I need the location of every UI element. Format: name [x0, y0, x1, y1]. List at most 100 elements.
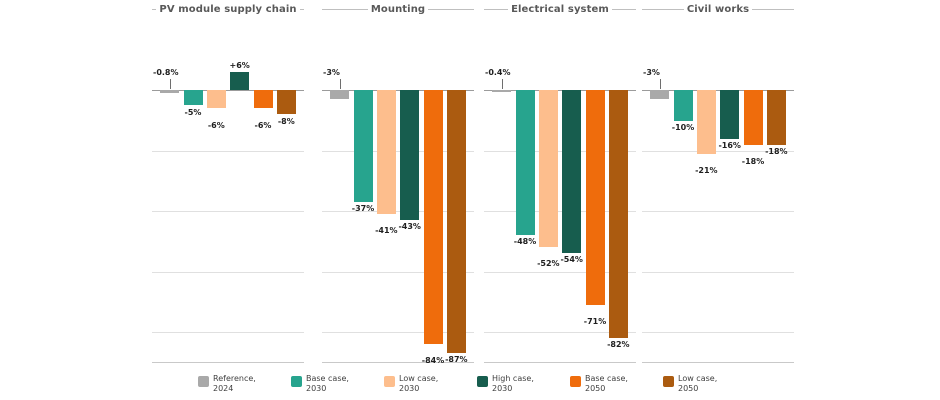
legend-label: Base case, 2030 [306, 374, 349, 394]
bar-value-label: -41% [375, 226, 398, 236]
gridline [642, 331, 794, 333]
bar-value-label: -18% [741, 156, 765, 166]
bar-series-5 [276, 90, 296, 115]
legend-item-5: Low case, 2050 [663, 374, 717, 394]
bar-series-1 [183, 90, 203, 106]
bar-value-label: -0.4% [485, 68, 511, 78]
bar-series-2 [206, 90, 226, 109]
bar-series-2 [376, 90, 396, 215]
legend-swatch [570, 376, 581, 387]
legend-swatch [663, 376, 674, 387]
bar-series-0 [492, 90, 512, 92]
legend-label-line2: 2030 [399, 384, 420, 393]
bar-value-label: -8% [277, 116, 295, 126]
legend-item-0: Reference, 2024 [198, 374, 256, 394]
gridline [484, 150, 636, 152]
legend-label-line2: 2030 [492, 384, 513, 393]
bar-value-label: -54% [560, 255, 583, 265]
legend-item-3: High case, 2030 [477, 374, 534, 394]
panel-header: Civil works [642, 2, 794, 16]
bar-value-label: -3% [323, 68, 340, 78]
bar-value-label: +6% [229, 61, 250, 71]
legend-label: Low case, 2030 [399, 374, 438, 394]
bar-series-4 [423, 90, 443, 344]
legend-label-line2: 2024 [213, 384, 234, 393]
bar-value-label: -6% [254, 120, 272, 130]
bar-series-4 [253, 90, 273, 109]
legend-label: Reference, 2024 [213, 374, 256, 394]
panel-mounting: -3% -37% -41% -43% -84% -87% [322, 30, 474, 365]
gridline [322, 271, 474, 273]
panel-civil-works: -3% -10% -21% -16% -18% -18% [642, 30, 794, 363]
gridline [484, 331, 636, 333]
bar-series-1 [673, 90, 693, 121]
legend-swatch [198, 376, 209, 387]
bar-value-label: -5% [184, 107, 202, 117]
bar-value-label: -18% [765, 146, 788, 156]
title-rule [752, 8, 794, 10]
gridline [152, 271, 304, 273]
panel-header: Electrical system [484, 2, 636, 16]
panel-title-civil-works: Civil works [686, 3, 750, 15]
leader-line [501, 79, 503, 90]
bar-series-0 [650, 90, 670, 100]
bar-series-2 [696, 90, 716, 154]
legend-item-4: Base case, 2050 [570, 374, 628, 394]
bar-value-label: -87% [445, 354, 468, 364]
title-rule [299, 8, 305, 10]
bar-series-3 [562, 90, 582, 254]
legend-label: Low case, 2050 [678, 374, 717, 394]
title-rule [428, 8, 475, 10]
bar-value-label: -84% [421, 355, 445, 365]
legend-label-line1: Base case, [585, 374, 628, 383]
bar-series-1 [353, 90, 373, 203]
bar-value-label: -43% [398, 222, 421, 232]
gridline [642, 211, 794, 213]
zero-line [484, 90, 636, 92]
gridline [322, 211, 474, 213]
legend-label-line1: Reference, [213, 374, 256, 383]
leader-line [169, 79, 171, 90]
legend-swatch [477, 376, 488, 387]
title-rule [611, 8, 636, 10]
bar-value-label: -10% [671, 122, 695, 132]
panel-title-mounting: Mounting [370, 3, 426, 15]
legend-label-line2: 2050 [678, 384, 699, 393]
bar-series-3 [400, 90, 420, 221]
bar-series-3 [230, 72, 250, 91]
bar-series-1 [515, 90, 535, 236]
title-rule [484, 8, 509, 10]
panel-header: PV module supply chain [152, 2, 305, 16]
x-axis-line [322, 362, 474, 363]
legend-swatch [291, 376, 302, 387]
panel-pv-module-supply-chain: -0.8% -5% -6% +6% -6% -8% [152, 30, 304, 363]
leader-line [659, 79, 661, 90]
panel-header: Mounting [322, 2, 475, 16]
bar-series-0 [330, 90, 350, 100]
bar-series-5 [446, 90, 466, 353]
bar-series-3 [720, 90, 740, 139]
bar-value-label: -21% [695, 165, 718, 175]
gridline [152, 331, 304, 333]
gridline [152, 211, 304, 213]
bar-value-label: -48% [513, 237, 537, 247]
bar-series-5 [766, 90, 786, 145]
bar-series-4 [585, 90, 605, 305]
gridline [322, 150, 474, 152]
legend-label: Base case, 2050 [585, 374, 628, 394]
legend-label-line1: Base case, [306, 374, 349, 383]
legend-label-line2: 2050 [585, 384, 606, 393]
legend-label-line1: Low case, [399, 374, 439, 383]
zero-line [152, 90, 304, 92]
title-rule [322, 8, 368, 10]
bar-value-label: -52% [537, 259, 560, 269]
gridline [642, 150, 794, 152]
legend-swatch [384, 376, 395, 387]
bar-series-0 [160, 90, 180, 93]
legend-item-2: Low case, 2030 [384, 374, 438, 394]
legend-label: High case, 2030 [492, 374, 534, 394]
bar-value-label: -71% [583, 316, 607, 326]
bar-series-2 [538, 90, 558, 248]
zero-line [322, 90, 474, 92]
